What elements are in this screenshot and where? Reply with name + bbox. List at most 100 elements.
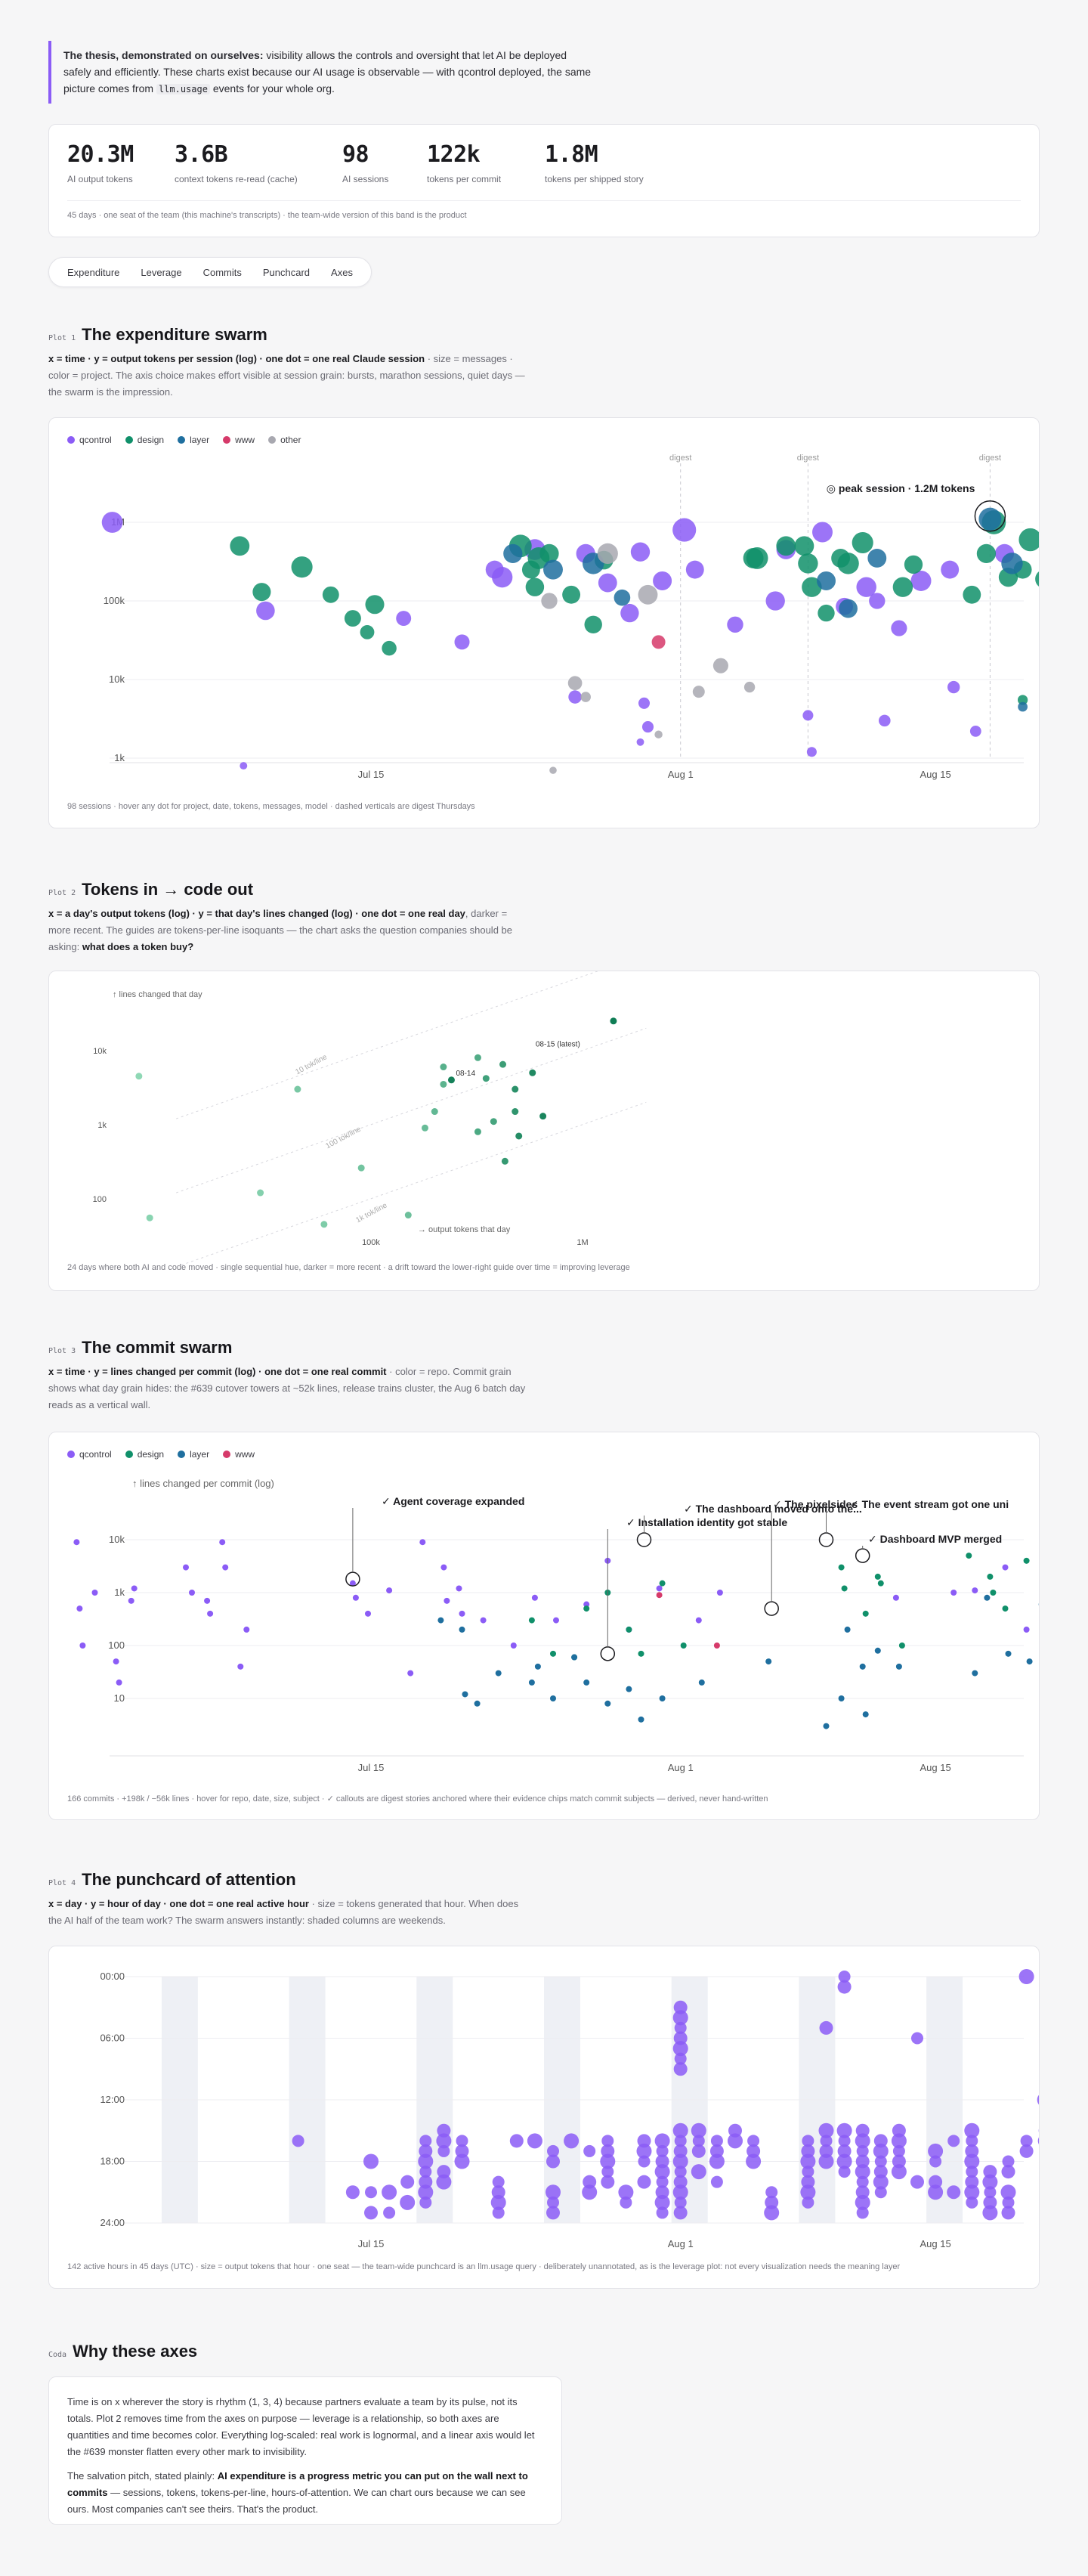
session-dot-qcontrol bbox=[941, 560, 960, 579]
session-dot-qcontrol bbox=[765, 591, 785, 611]
session-dot-qcontrol bbox=[638, 697, 651, 709]
thesis-code: llm.usage bbox=[156, 84, 210, 94]
active-hour-dot bbox=[419, 2175, 433, 2189]
active-hour-dot bbox=[454, 2153, 470, 2169]
commit-dot-qcontrol bbox=[419, 1539, 426, 1546]
plot1-desc: x = time · y = output tokens per session… bbox=[48, 351, 532, 401]
isoquant-guide bbox=[176, 1027, 647, 1194]
active-hour-dot bbox=[1037, 2137, 1039, 2144]
commit-dot-design bbox=[841, 1585, 848, 1592]
day-dot bbox=[421, 1124, 428, 1132]
callout-label: ✓ Installation identity got stable bbox=[626, 1516, 787, 1528]
active-hour-dot bbox=[692, 2135, 705, 2147]
session-dot-other bbox=[580, 692, 591, 702]
plot1-legend: qcontrol design layer www other bbox=[67, 435, 301, 445]
y-tick-label: 06:00 bbox=[100, 2033, 125, 2044]
active-hour-dot bbox=[855, 2185, 870, 2200]
legend-label: www bbox=[235, 435, 255, 445]
active-hour-dot bbox=[400, 2175, 415, 2189]
commit-dot-qcontrol bbox=[695, 1617, 702, 1624]
legend-item-other: other bbox=[268, 435, 301, 445]
commit-dot-layer bbox=[604, 1700, 611, 1707]
active-hour-dot bbox=[364, 2206, 378, 2220]
callout-label: ✓ The pixelsides bbox=[773, 1498, 858, 1510]
session-dot-other bbox=[712, 658, 728, 673]
legend-label: design bbox=[137, 1449, 165, 1460]
session-dot-qcontrol bbox=[568, 690, 582, 704]
active-hour-dot bbox=[673, 2062, 688, 2076]
tab-axes[interactable]: Axes bbox=[331, 266, 353, 278]
active-hour-dot bbox=[911, 2032, 923, 2045]
active-hour-dot bbox=[654, 2194, 670, 2210]
commit-dot-qcontrol bbox=[349, 1580, 356, 1587]
commit-dot-qcontrol bbox=[183, 1564, 189, 1571]
x-tick-label: Aug 15 bbox=[920, 2238, 950, 2249]
commit-dot-qcontrol bbox=[352, 1594, 359, 1601]
session-dot-design bbox=[1018, 528, 1039, 552]
day-dot bbox=[431, 1108, 438, 1116]
section-tabs: Expenditure Leverage Commits Punchcard A… bbox=[48, 257, 372, 287]
session-dot-qcontrol bbox=[636, 738, 644, 746]
stat-tokens-per-story: 1.8M tokens per shipped story bbox=[545, 141, 644, 184]
commit-dot-qcontrol bbox=[531, 1594, 538, 1601]
day-dot bbox=[529, 1069, 536, 1076]
session-dot-other bbox=[567, 676, 583, 691]
stat-label: AI sessions bbox=[342, 174, 389, 184]
active-hour-dot bbox=[802, 2196, 814, 2209]
legend-item-www: www bbox=[223, 435, 255, 445]
commit-dot-layer bbox=[462, 1691, 468, 1698]
commit-dot-www bbox=[713, 1643, 720, 1649]
legend-item-layer: layer bbox=[178, 1449, 209, 1460]
active-hour-dot bbox=[363, 2153, 379, 2169]
commit-dot-layer bbox=[495, 1670, 502, 1677]
tab-expenditure[interactable]: Expenditure bbox=[67, 266, 120, 278]
active-hour-dot bbox=[709, 2144, 724, 2158]
session-dot-qcontrol bbox=[806, 747, 817, 757]
commit-dot-layer bbox=[638, 1716, 644, 1723]
legend-item-www: www bbox=[223, 1449, 255, 1460]
plot2-desc-bold: x = a day's output tokens (log) · y = th… bbox=[48, 908, 465, 919]
x-tick-label: Jul 15 bbox=[358, 1762, 385, 1773]
commit-dot-layer bbox=[474, 1700, 481, 1707]
commit-dot-qcontrol bbox=[716, 1590, 723, 1596]
session-dot-design bbox=[562, 585, 581, 604]
active-hour-dot bbox=[601, 2144, 615, 2158]
session-dot-design bbox=[539, 543, 559, 563]
active-hour-dot bbox=[818, 2122, 834, 2138]
commit-dot-design bbox=[990, 1590, 997, 1596]
coda-paragraph-2: The salvation pitch, stated plainly: AI … bbox=[67, 2468, 543, 2518]
active-hour-dot bbox=[292, 2135, 304, 2147]
y-tick-label: 1k bbox=[114, 1587, 125, 1598]
active-hour-dot bbox=[547, 2144, 559, 2157]
day-dot bbox=[499, 1060, 507, 1068]
stats-footnote: 45 days · one seat of the team (this mac… bbox=[67, 211, 467, 220]
session-dot-qcontrol bbox=[802, 710, 814, 721]
commit-dot-layer bbox=[823, 1723, 830, 1729]
commit-dot-qcontrol bbox=[510, 1643, 517, 1649]
plot2-chart: ↑ lines changed that day 10k 1k 100 100k 1M → … bbox=[93, 971, 647, 1266]
tab-leverage[interactable]: Leverage bbox=[141, 266, 182, 278]
active-hour-dot bbox=[928, 2184, 944, 2200]
callout-ring bbox=[855, 1548, 870, 1563]
plot4-chart: 00:00 06:00 12:00 18:00 24:00 Jul 15 Aug 1 Aug … bbox=[100, 1969, 1039, 2249]
active-hour-dot bbox=[419, 2166, 432, 2178]
plot3-header: Plot 3 The commit swarm x = time · y = li… bbox=[48, 1338, 532, 1413]
active-hour-dot bbox=[436, 2174, 452, 2190]
tab-commits[interactable]: Commits bbox=[202, 266, 242, 278]
tab-punchcard[interactable]: Punchcard bbox=[262, 266, 311, 278]
active-hour-dot bbox=[984, 2186, 997, 2199]
active-hour-dot bbox=[874, 2155, 887, 2168]
active-hour-dot bbox=[437, 2123, 451, 2138]
commit-dot-qcontrol bbox=[1023, 1626, 1030, 1633]
commit-dot-layer bbox=[698, 1679, 705, 1686]
active-hour-dot bbox=[892, 2154, 906, 2169]
active-hour-dot bbox=[418, 2184, 434, 2200]
active-hour-dot bbox=[836, 2153, 852, 2169]
session-dot-qcontrol bbox=[256, 601, 275, 621]
active-hour-dot bbox=[583, 2175, 597, 2189]
stat-output-tokens: 20.3M AI output tokens bbox=[67, 141, 134, 184]
active-hour-dot bbox=[838, 2166, 851, 2178]
session-dot-design bbox=[344, 610, 361, 627]
commit-dot-layer bbox=[528, 1679, 535, 1686]
day-dot bbox=[320, 1221, 328, 1228]
